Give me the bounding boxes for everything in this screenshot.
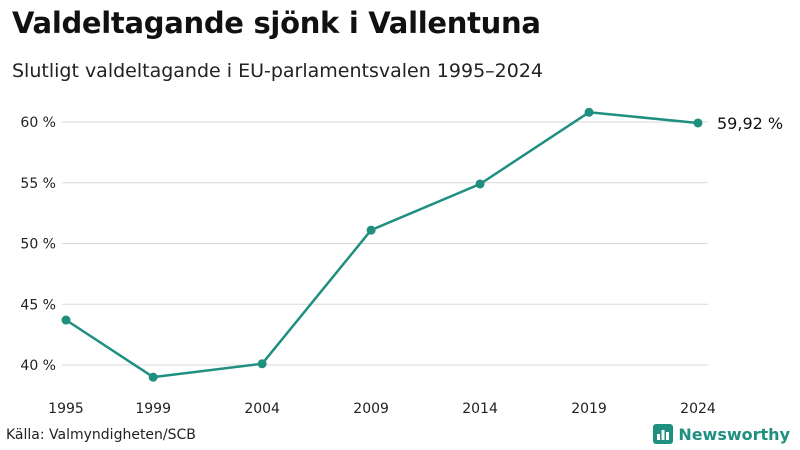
chart-title: Valdeltagande sjönk i Vallentuna <box>12 6 541 40</box>
x-tick-label: 1995 <box>48 401 84 417</box>
x-axis-labels: 1995 1999 2004 2009 2014 2019 2024 <box>48 401 716 417</box>
x-tick-label: 1999 <box>135 401 171 417</box>
brand-logo[interactable]: Newsworthy <box>653 424 790 444</box>
series-line <box>65 111 699 379</box>
x-tick-label: 2014 <box>462 401 498 417</box>
source-note: Källa: Valmyndigheten/SCB <box>6 427 196 443</box>
y-tick-label: 40 % <box>20 358 56 374</box>
data-point <box>61 315 71 325</box>
y-tick-label: 45 % <box>20 297 56 313</box>
x-tick-label: 2004 <box>244 401 280 417</box>
data-point <box>257 359 267 369</box>
gridlines <box>62 121 708 366</box>
x-tick-label: 2019 <box>571 401 607 417</box>
brand-name: Newsworthy <box>678 424 790 444</box>
chart-subtitle: Slutligt valdeltagande i EU-parlamentsva… <box>12 60 544 82</box>
data-point <box>584 107 594 117</box>
x-tick-label: 2009 <box>353 401 389 417</box>
y-tick-label: 55 % <box>20 176 56 192</box>
y-tick-label: 50 % <box>20 237 56 253</box>
data-points <box>61 107 703 382</box>
end-value-label: 59,92 % <box>717 114 783 133</box>
data-point <box>366 225 376 235</box>
data-point <box>148 372 158 382</box>
bar-chart-icon <box>653 424 674 444</box>
y-axis-labels: 40 % 45 % 50 % 55 % 60 % <box>20 115 56 374</box>
data-point <box>475 179 485 189</box>
data-point <box>693 118 703 128</box>
x-tick-label: 2024 <box>680 401 716 417</box>
y-tick-label: 60 % <box>20 115 56 131</box>
